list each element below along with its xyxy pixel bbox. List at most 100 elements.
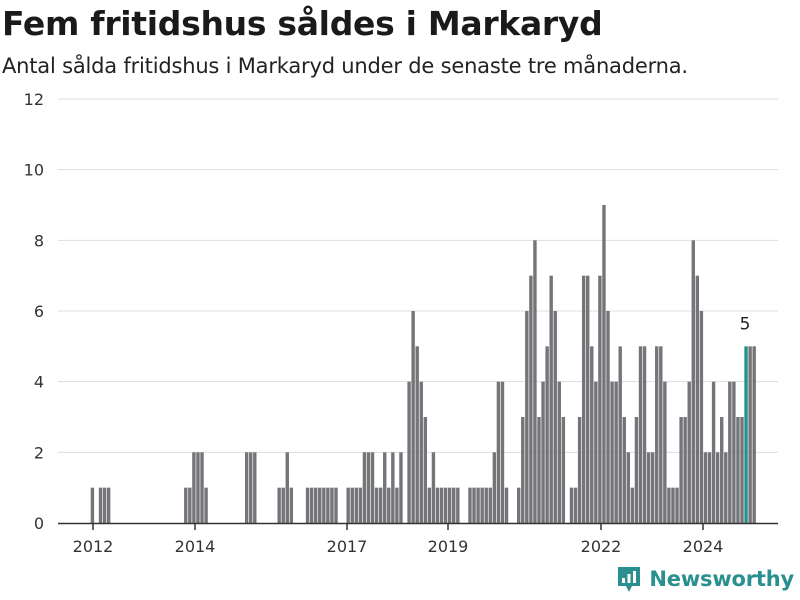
bar — [334, 487, 338, 523]
bar — [383, 452, 387, 523]
brand-logo: Newsworthy — [617, 564, 794, 594]
bar — [439, 487, 444, 523]
x-axis-ticks: 2012 2014 2017 2019 2022 2024 — [73, 523, 724, 556]
bar — [192, 452, 196, 523]
x-tick-label: 2022 — [581, 537, 622, 556]
bar — [411, 311, 415, 523]
bar — [253, 452, 257, 523]
bar — [724, 452, 728, 523]
x-tick-label: 2012 — [73, 537, 114, 556]
bar — [354, 487, 358, 523]
bar — [650, 452, 655, 523]
bar — [399, 452, 403, 523]
bar — [659, 346, 663, 523]
bar — [521, 417, 525, 523]
bar — [602, 205, 606, 523]
bar — [395, 487, 399, 523]
bar — [606, 311, 610, 523]
bar — [577, 417, 582, 523]
bar — [715, 452, 720, 523]
bar — [435, 487, 440, 523]
bar — [626, 452, 631, 523]
bar — [594, 381, 598, 523]
bar — [537, 417, 541, 523]
bar — [517, 487, 521, 523]
bar — [748, 346, 752, 523]
bar — [504, 487, 509, 523]
bar — [736, 417, 740, 523]
bar — [553, 311, 557, 523]
bar — [663, 381, 667, 523]
bar — [492, 452, 497, 523]
bar — [561, 417, 566, 523]
newsworthy-logo-icon — [618, 567, 641, 592]
bar — [330, 487, 334, 523]
bar — [683, 417, 687, 523]
bar — [630, 487, 635, 523]
y-tick-label: 0 — [34, 514, 44, 533]
y-tick-label: 2 — [34, 443, 44, 462]
bar — [655, 346, 659, 523]
bar — [188, 487, 192, 523]
bar — [281, 487, 285, 523]
bar — [707, 452, 712, 523]
bar — [184, 487, 188, 523]
bar — [366, 452, 371, 523]
bar — [586, 275, 590, 523]
bar — [496, 381, 501, 523]
bar — [675, 487, 679, 523]
bar — [277, 487, 281, 523]
bar — [525, 311, 529, 523]
bar — [322, 487, 326, 523]
bar — [646, 452, 651, 523]
chart-title: Fem fritidshus såldes i Markaryd — [2, 4, 603, 43]
bar — [573, 487, 578, 523]
brand-name: Newsworthy — [649, 567, 794, 591]
bar — [419, 381, 423, 523]
bar — [456, 487, 460, 523]
y-tick-label: 6 — [34, 302, 44, 321]
bar — [557, 381, 561, 523]
bar — [634, 417, 639, 523]
bar — [488, 487, 492, 523]
bar — [732, 381, 736, 523]
x-tick-label: 2024 — [683, 537, 724, 556]
bar — [695, 275, 700, 523]
bar — [200, 452, 204, 523]
bar — [671, 487, 675, 523]
x-tick-label: 2014 — [175, 537, 216, 556]
bar — [691, 240, 695, 524]
x-tick-label: 2019 — [428, 537, 469, 556]
bar — [529, 275, 533, 523]
bar — [346, 487, 350, 523]
bar — [423, 417, 428, 523]
bar — [387, 487, 391, 523]
chart-subtitle: Antal sålda fritidshus i Markaryd under … — [2, 54, 688, 78]
bar — [309, 487, 314, 523]
bar — [752, 346, 756, 523]
bar — [703, 452, 708, 523]
bar — [447, 487, 452, 523]
bar — [590, 346, 594, 523]
bar — [598, 275, 602, 523]
bar-highlight — [744, 346, 748, 523]
bar — [711, 381, 716, 523]
bar — [244, 452, 249, 523]
bar — [102, 487, 107, 523]
y-tick-label: 4 — [34, 373, 44, 392]
bar — [106, 487, 111, 523]
bar — [431, 452, 436, 523]
bar — [415, 346, 419, 523]
bar — [699, 311, 704, 523]
bar — [638, 346, 643, 523]
bar — [362, 452, 367, 523]
bar — [285, 452, 289, 523]
bar — [740, 417, 744, 523]
bar — [443, 487, 448, 523]
bar — [407, 381, 411, 523]
bar — [679, 417, 683, 523]
bar — [484, 487, 488, 523]
bar — [549, 275, 553, 523]
bar — [472, 487, 476, 523]
